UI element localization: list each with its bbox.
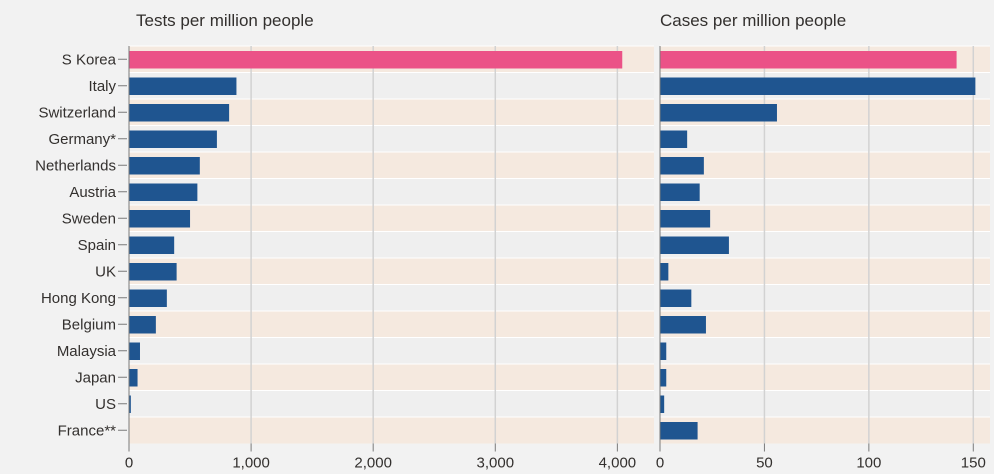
row-band (129, 390, 654, 417)
category-labels: S Korea Italy Switzerland Germany* Netherlan… (35, 51, 127, 439)
row-band (129, 152, 654, 179)
bar-japan (660, 369, 667, 387)
category-label-austria: Austria (69, 184, 116, 201)
bar-us (660, 395, 665, 413)
category-label-switzerland: Switzerland (38, 104, 116, 121)
row-bands (660, 45, 990, 444)
category-label-netherlands: Netherlands (35, 157, 116, 174)
bar-us (129, 395, 131, 413)
row-band (129, 258, 654, 285)
category-label-hong-kong: Hong Kong (41, 290, 116, 307)
row-band (129, 417, 654, 444)
bar-germany (660, 130, 688, 148)
row-band (660, 178, 990, 205)
row-band (660, 152, 990, 179)
x-tick-label: 0 (125, 455, 133, 472)
x-tick-label: 150 (961, 455, 986, 472)
x-tick-label: 1,000 (232, 455, 270, 472)
row-band (129, 205, 654, 232)
cases-panel-title: Cases per million people (660, 11, 846, 30)
bar-austria (129, 183, 198, 201)
bar-uk (129, 263, 177, 281)
category-label-germany: Germany* (48, 131, 116, 148)
category-label-us: US (95, 396, 116, 413)
bar-switzerland (660, 104, 777, 122)
bar-belgium (660, 316, 706, 334)
bar-uk (660, 263, 669, 281)
bar-sweden (129, 210, 191, 228)
row-band (660, 390, 990, 417)
category-label-s-korea: S Korea (62, 51, 117, 68)
cases-panel: Cases per million people 0 50 100 150 (656, 11, 990, 472)
row-band (660, 417, 990, 444)
x-tick-label: 50 (756, 455, 773, 472)
bar-netherlands (129, 157, 200, 175)
bar-austria (660, 183, 700, 201)
category-label-sweden: Sweden (62, 210, 116, 227)
x-tick-label: 100 (856, 455, 881, 472)
row-band (129, 284, 654, 311)
row-band (660, 311, 990, 338)
row-band (660, 125, 990, 152)
bar-japan (129, 369, 138, 387)
bar-belgium (129, 316, 156, 334)
x-tick-label: 0 (656, 455, 664, 472)
bar-italy (129, 77, 237, 95)
bar-malaysia (660, 342, 667, 360)
row-band (660, 337, 990, 364)
bar-hong-kong (660, 289, 692, 307)
bar-france (660, 422, 698, 440)
row-band (660, 364, 990, 391)
x-tick-label: 4,000 (599, 455, 637, 472)
category-label-spain: Spain (78, 237, 116, 254)
category-label-japan: Japan (75, 369, 116, 386)
category-label-uk: UK (95, 263, 116, 280)
row-band (660, 284, 990, 311)
bar-sweden (660, 210, 711, 228)
row-band (129, 178, 654, 205)
bar-italy (660, 77, 976, 95)
category-label-malaysia: Malaysia (57, 343, 117, 360)
bar-malaysia (129, 342, 140, 360)
row-band (129, 337, 654, 364)
row-band (129, 231, 654, 258)
bar-s-korea (660, 51, 957, 69)
row-band (129, 311, 654, 338)
category-label-belgium: Belgium (62, 316, 116, 333)
tests-panel: Tests per million people 0 1,000 2,000 3,00… (125, 11, 654, 472)
row-band (129, 364, 654, 391)
bar-netherlands (660, 157, 704, 175)
bar-spain (660, 236, 729, 254)
row-band (660, 205, 990, 232)
bar-switzerland (129, 104, 230, 122)
x-tick-label: 3,000 (477, 455, 515, 472)
bar-hong-kong (129, 289, 167, 307)
bar-spain (129, 236, 175, 254)
x-tick-label: 2,000 (354, 455, 392, 472)
row-band (660, 258, 990, 285)
tests-panel-title: Tests per million people (136, 11, 314, 30)
bar-germany (129, 130, 217, 148)
category-label-france: France** (58, 422, 117, 439)
category-label-italy: Italy (88, 78, 116, 95)
bar-s-korea (129, 51, 623, 69)
